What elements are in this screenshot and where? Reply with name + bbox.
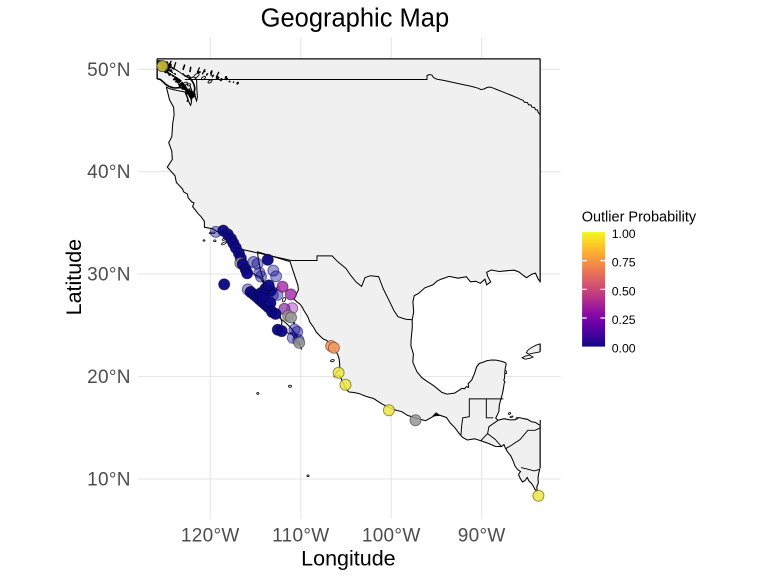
svg-text:Longitude: Longitude (301, 547, 395, 571)
svg-text:0.75: 0.75 (612, 256, 636, 270)
svg-text:0.25: 0.25 (612, 313, 636, 327)
svg-text:Latitude: Latitude (62, 239, 86, 316)
svg-text:90°W: 90°W (458, 525, 506, 546)
svg-text:20°N: 20°N (87, 367, 131, 388)
svg-text:10°N: 10°N (87, 469, 131, 490)
svg-text:100°W: 100°W (362, 525, 421, 546)
svg-text:0.50: 0.50 (612, 284, 636, 298)
svg-text:120°W: 120°W (181, 525, 240, 546)
svg-text:30°N: 30°N (87, 265, 131, 286)
svg-text:Outlier Probability: Outlier Probability (582, 210, 697, 226)
svg-text:50°N: 50°N (87, 60, 131, 81)
svg-text:1.00: 1.00 (612, 227, 636, 241)
svg-text:40°N: 40°N (87, 162, 131, 183)
svg-text:0.00: 0.00 (612, 342, 636, 356)
svg-text:110°W: 110°W (272, 525, 329, 546)
svg-text:Geographic Map: Geographic Map (261, 5, 450, 33)
